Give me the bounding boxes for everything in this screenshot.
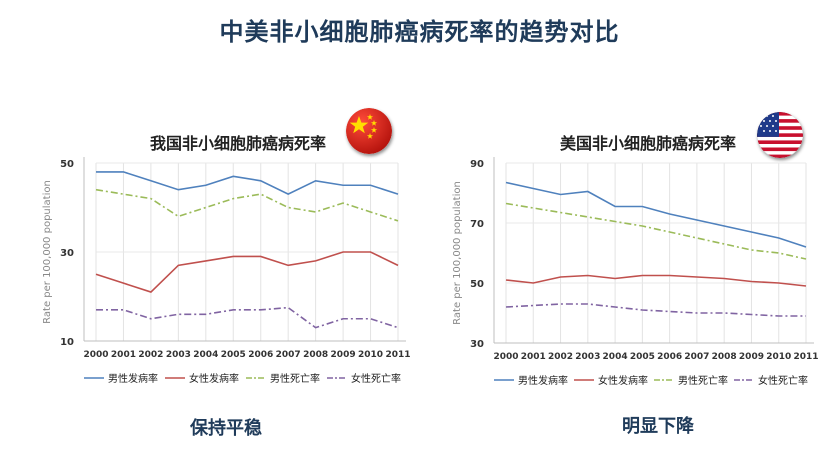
x-tick-label: 2007 [276, 350, 301, 360]
y-tick-label: 50 [60, 159, 74, 170]
legend-label: 女性死亡率 [351, 372, 401, 385]
x-tick-label: 2009 [331, 350, 356, 360]
left-panel-title: 我国非小细胞肺癌病死率 [150, 134, 327, 153]
x-tick-label: 2003 [166, 350, 191, 360]
y-tick-label: 90 [470, 159, 484, 170]
x-tick-label: 2005 [630, 352, 655, 362]
x-tick-label: 2004 [193, 350, 218, 360]
x-tick-label: 2002 [548, 352, 573, 362]
series-line-2 [95, 251, 399, 293]
series-line-4 [505, 303, 806, 317]
x-tick-label: 2008 [303, 350, 328, 360]
series-line-3 [505, 202, 807, 260]
y-tick-label: 30 [470, 339, 484, 350]
legend-label: 男性死亡率 [270, 372, 320, 385]
left-caption: 保持平稳 [190, 418, 262, 439]
x-tick-label: 2001 [111, 350, 136, 360]
legend-label: 男性死亡率 [678, 374, 728, 387]
y-tick-label: 50 [470, 279, 484, 290]
x-tick-label: 2008 [712, 352, 737, 362]
y-tick-label: 30 [60, 248, 74, 259]
right-caption: 明显下降 [622, 416, 694, 437]
series-line-2 [505, 274, 807, 287]
legend-label: 男性发病率 [108, 372, 158, 385]
x-tick-label: 2001 [521, 352, 546, 362]
series-line-1 [505, 181, 807, 248]
usa-line-chart: 30 50 70 90 2000 2001 2002 2003 2004 2005 2006 2007… [452, 157, 819, 387]
x-tick-label: 2006 [248, 350, 273, 360]
x-tick-label: 2010 [766, 352, 791, 362]
x-tick-label: 2009 [739, 352, 764, 362]
series-line-3 [95, 188, 399, 222]
y-axis-label: Rate per 100,000 population [452, 181, 463, 325]
right-panel-title: 美国非小细胞肺癌病死率 [560, 134, 737, 153]
series-line-4 [96, 306, 399, 329]
x-tick-label: 2010 [358, 350, 383, 360]
legend-label: 女性死亡率 [758, 374, 808, 387]
x-tick-label: 2005 [221, 350, 246, 360]
x-tick-label: 2000 [83, 350, 108, 360]
x-tick-label: 2004 [603, 352, 628, 362]
x-tick-label: 2011 [385, 350, 410, 360]
page-title: 中美非小细胞肺癌病死率的趋势对比 [219, 18, 620, 46]
x-tick-label: 2002 [138, 350, 163, 360]
x-tick-label: 2003 [575, 352, 600, 362]
x-tick-label: 2006 [657, 352, 682, 362]
usa-flag-icon [757, 112, 803, 158]
series-line-1 [96, 171, 399, 196]
x-tick-label: 2000 [493, 352, 518, 362]
y-tick-label: 10 [60, 337, 74, 348]
legend-label: 男性发病率 [518, 374, 568, 387]
china-flag-icon [346, 108, 392, 154]
y-tick-label: 70 [470, 219, 484, 230]
legend-label: 女性发病率 [598, 374, 648, 387]
x-tick-label: 2011 [793, 352, 818, 362]
x-tick-label: 2007 [684, 352, 709, 362]
y-axis-label: Rate per 100,000 population [42, 180, 53, 324]
legend-label: 女性发病率 [189, 372, 239, 385]
